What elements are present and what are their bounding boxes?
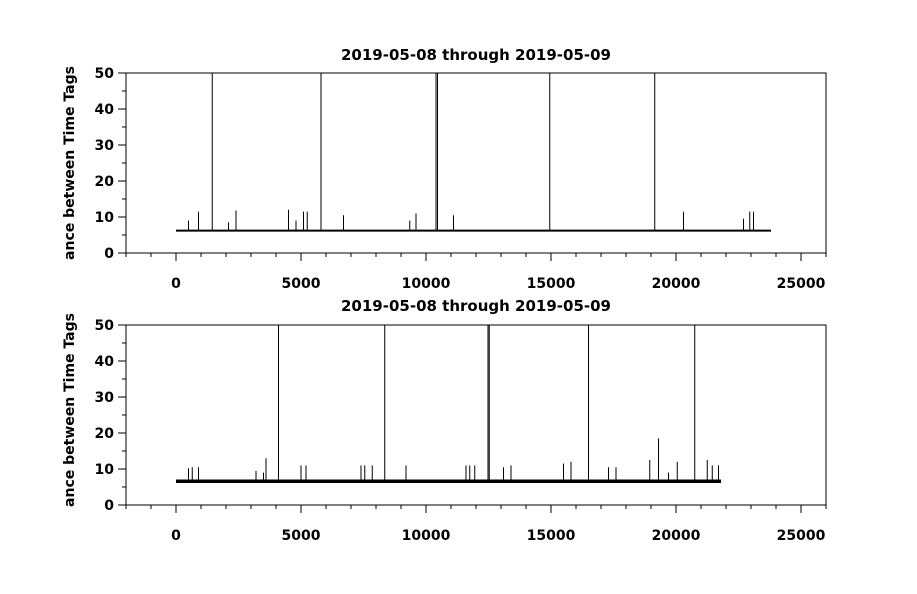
- x-tick-label: 0: [171, 276, 181, 292]
- y-tick-label: 30: [95, 138, 115, 154]
- y-tick-label: 0: [104, 498, 114, 514]
- y-axis-label: ance between Time Tags: [62, 66, 78, 260]
- x-tick-label: 20000: [652, 276, 701, 292]
- x-tick-label: 25000: [777, 528, 826, 544]
- y-tick-label: 50: [95, 318, 115, 334]
- x-tick-label: 10000: [402, 528, 451, 544]
- x-tick-label: 25000: [777, 276, 826, 292]
- x-tick-label: 20000: [652, 528, 701, 544]
- x-tick-label: 5000: [282, 528, 321, 544]
- x-tick-label: 5000: [282, 276, 321, 292]
- x-tick-label: 10000: [402, 276, 451, 292]
- y-tick-label: 40: [95, 354, 115, 370]
- y-tick-label: 30: [95, 390, 115, 406]
- y-axis-label: ance between Time Tags: [62, 313, 78, 507]
- y-tick-label: 10: [95, 210, 115, 226]
- chart-panel-top: 2019-05-08 through 2019-05-09 ance betwe…: [62, 46, 827, 292]
- y-tick-label: 20: [95, 174, 115, 190]
- chart-panel-bottom: 2019-05-08 through 2019-05-09 ance betwe…: [62, 297, 827, 544]
- x-tick-label: 15000: [527, 276, 576, 292]
- axes-frame: [125, 72, 827, 254]
- plot-area: 0 5000 10000 15000 20000 25000 0 10 20 30 40 50: [95, 66, 827, 292]
- y-tick-label: 0: [104, 246, 114, 262]
- plot-area: 0 5000 10000 15000 20000 25000 0 10 20 30 40 50: [95, 318, 827, 544]
- chart-title: 2019-05-08 through 2019-05-09: [341, 297, 611, 315]
- x-tick-label: 0: [171, 528, 181, 544]
- x-tick-label: 15000: [527, 528, 576, 544]
- y-tick-label: 10: [95, 462, 115, 478]
- y-tick-label: 50: [95, 66, 115, 82]
- chart-title: 2019-05-08 through 2019-05-09: [341, 46, 611, 64]
- axes-frame: [125, 324, 827, 506]
- y-tick-label: 20: [95, 426, 115, 442]
- y-tick-label: 40: [95, 102, 115, 118]
